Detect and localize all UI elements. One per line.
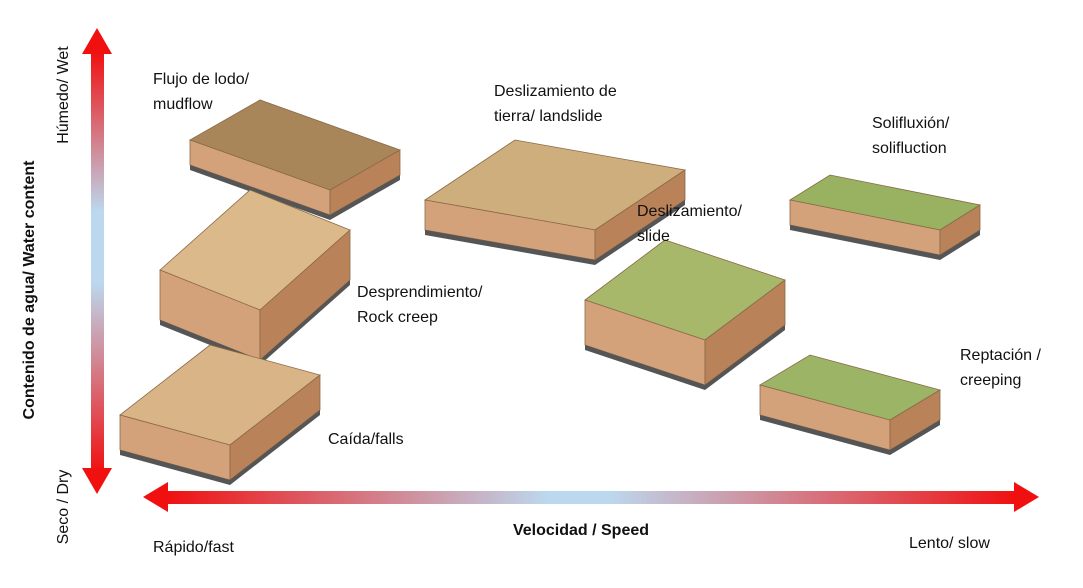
node-label: Rock creep [357,309,438,326]
block-base [190,165,400,220]
landform-illustrations [119,99,982,485]
y-axis-label: Contenido de agua/ Water content [21,160,38,420]
landform-block [788,174,982,260]
node-label: mudflow [153,96,213,113]
landform-block [119,344,321,485]
node-labels: Flujo de lodo/mudflow Deslizamiento de tie… [153,71,1041,448]
node-label: Caída/falls [328,431,404,448]
x-arrow [143,482,1039,512]
landform-block [159,189,351,365]
y-arrow [82,28,112,494]
landform-block [758,354,942,455]
node-label: Flujo de lodo/ [153,71,250,88]
landform-block [189,99,401,220]
node-label: solifluction [872,140,947,157]
x-axis-right: Lento/ slow [909,535,990,552]
node-label: Desprendimiento/ [357,284,483,301]
y-axis-top: Húmedo/ Wet [55,46,72,144]
node-label: creeping [960,372,1021,389]
node-label: slide [637,228,670,245]
y-axis-bottom: Seco / Dry [55,470,72,545]
block-base [585,325,785,390]
node-label: Deslizamiento de [494,83,617,100]
node-label: Deslizamiento/ [637,203,742,220]
landform-block [584,239,786,390]
x-axis-label: Velocidad / Speed [513,522,649,539]
node-label: tierra/ landslide [494,108,603,125]
landform-block [423,139,687,265]
node-label: Solifluxión/ [872,115,950,132]
block-base [160,280,350,365]
node-label: Reptación / [960,347,1041,364]
block-base [120,410,320,485]
x-axis-left: Rápido/fast [153,539,234,556]
